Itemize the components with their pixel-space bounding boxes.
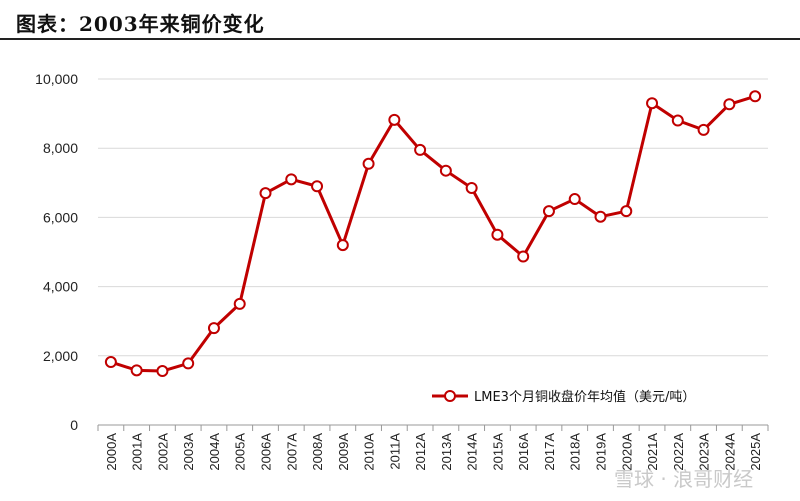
y-tick-label: 10,000 [35, 71, 78, 87]
data-point [388, 113, 401, 126]
x-tick-label: 2009A [336, 433, 351, 471]
legend-label: LME3个月铜收盘价年均值（美元/吨） [474, 389, 695, 405]
title-divider [0, 38, 800, 40]
x-tick-label: 2019A [594, 433, 609, 471]
x-tick-label: 2007A [284, 433, 299, 471]
x-tick-label: 2015A [490, 433, 505, 471]
x-tick-label: 2008A [310, 433, 325, 471]
y-tick-label: 0 [70, 417, 78, 433]
x-tick-label: 2011A [387, 433, 402, 470]
x-tick-label: 2024A [722, 433, 737, 471]
data-point [104, 356, 117, 369]
data-point [620, 205, 633, 218]
data-point [336, 239, 349, 252]
legend-marker [444, 390, 456, 402]
x-tick-label: 2002A [155, 433, 170, 471]
data-point [542, 205, 555, 218]
y-tick-label: 4,000 [43, 279, 78, 295]
data-point [414, 143, 427, 156]
data-point [156, 365, 169, 378]
x-axis: 2000A 2001A 2002A 2003A 2004A 2005A 2006A 2007A… [97, 424, 769, 471]
data-point [646, 97, 659, 110]
legend: LME3个月铜收盘价年均值（美元/吨） [432, 389, 695, 405]
x-tick-label: 2000A [104, 433, 119, 471]
chart-title: 图表：2003年来铜价变化 [16, 12, 265, 36]
y-tick-label: 6,000 [43, 209, 78, 225]
series-group [104, 90, 762, 378]
data-point [749, 90, 762, 103]
x-tick-label: 2001A [130, 433, 145, 471]
series-line [110, 94, 756, 373]
x-tick-label: 2021A [645, 433, 660, 471]
x-tick-label: 2016A [516, 433, 531, 471]
data-point [568, 193, 581, 206]
data-point [465, 181, 478, 194]
watermark: 雪球 · 浪哥财经 [614, 467, 753, 491]
data-point [233, 297, 246, 310]
x-tick-label: 2018A [568, 433, 583, 471]
x-tick-label: 2010A [362, 433, 377, 471]
data-point [285, 173, 298, 186]
data-point [723, 98, 736, 111]
data-point [671, 114, 684, 127]
x-tick-label: 2012A [413, 433, 428, 471]
data-point [517, 250, 530, 263]
data-point [697, 123, 710, 136]
data-point [259, 187, 272, 200]
y-tick-label: 8,000 [43, 140, 78, 156]
gridlines [98, 78, 768, 357]
y-tick-label: 2,000 [43, 348, 78, 364]
x-tick-label: 2004A [207, 433, 222, 471]
x-tick-label: 2006A [259, 433, 274, 471]
y-axis: 0 2,000 4,000 6,000 8,000 10,000 [35, 71, 78, 433]
data-point [182, 357, 195, 370]
x-tick-label: 2014A [465, 433, 480, 471]
x-tick-label: 2005A [233, 433, 248, 471]
data-point [594, 210, 607, 223]
data-point [439, 164, 452, 177]
x-tick-label: 2025A [748, 433, 763, 471]
x-tick-label: 2017A [542, 433, 557, 471]
data-point [362, 157, 375, 170]
data-point [130, 364, 143, 377]
x-tick-label: 2023A [697, 433, 712, 471]
x-tick-label: 2022A [671, 433, 686, 471]
x-tick-label: 2020A [619, 433, 634, 471]
data-point [207, 322, 220, 335]
data-point [491, 228, 504, 241]
x-tick-label: 2013A [439, 433, 454, 471]
data-point [311, 180, 324, 193]
x-tick-label: 2003A [181, 433, 196, 471]
